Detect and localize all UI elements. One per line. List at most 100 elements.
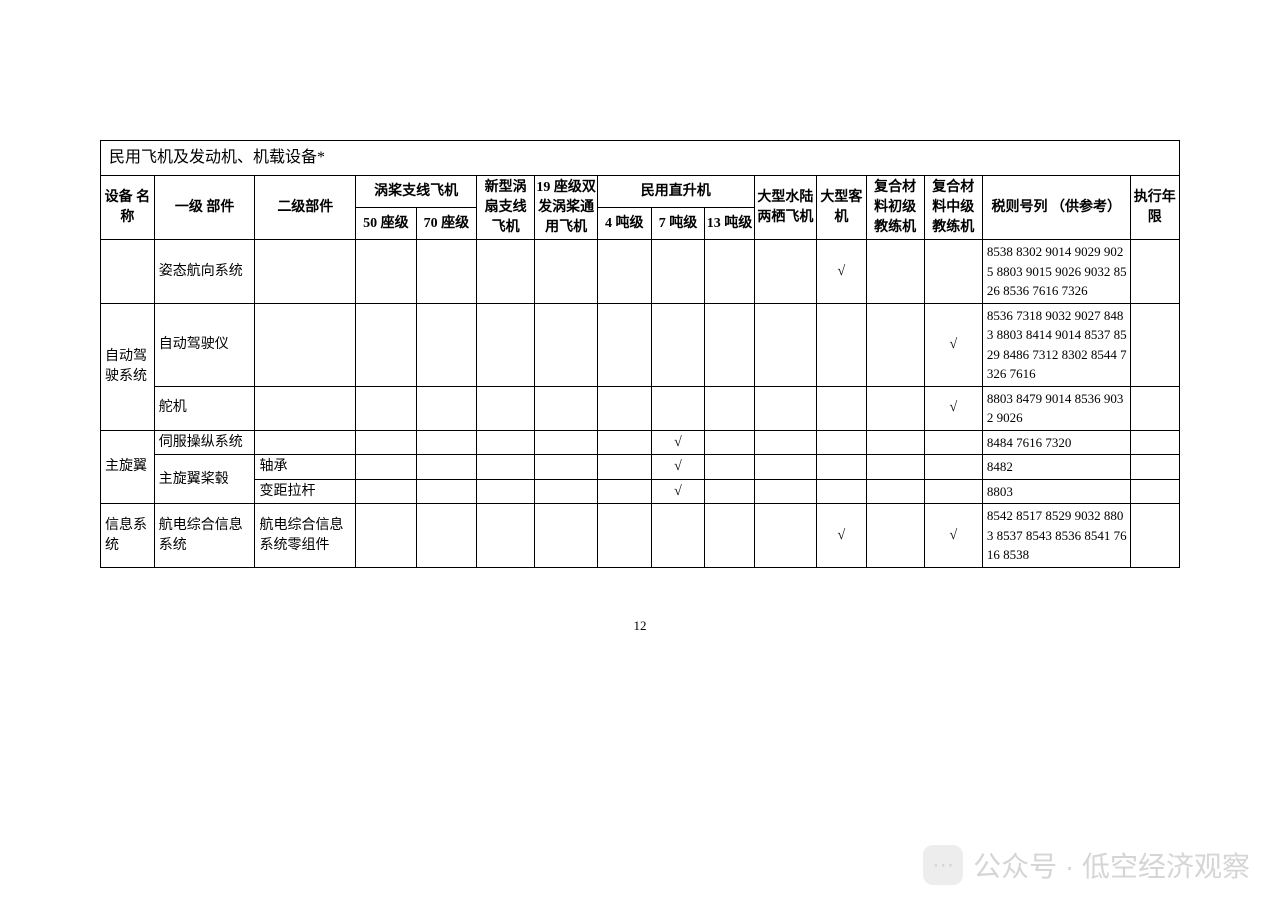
cell-mark — [817, 303, 866, 386]
cell-mark: √ — [924, 386, 982, 430]
cell-mark — [356, 479, 416, 504]
cell-mark — [416, 240, 476, 304]
cell-mark — [535, 455, 598, 480]
cell-mark — [597, 303, 651, 386]
watermark: ⋯ 公众号 · 低空经济观察 — [923, 845, 1250, 885]
wechat-icon: ⋯ — [923, 845, 963, 885]
cell-mark — [866, 240, 924, 304]
cell-tax: 8538 8302 9014 9029 9025 8803 9015 9026 … — [982, 240, 1130, 304]
hdr-heli-group: 民用直升机 — [597, 176, 754, 208]
cell-mark — [416, 504, 476, 568]
cell-level2 — [255, 303, 356, 386]
cell-mark: √ — [651, 479, 705, 504]
cell-mark — [866, 504, 924, 568]
cell-mark — [477, 386, 535, 430]
cell-mark — [535, 430, 598, 455]
cell-mark: √ — [924, 303, 982, 386]
cell-mark — [705, 455, 754, 480]
hdr-amphibious: 大型水陆两栖飞机 — [754, 176, 817, 240]
cell-mark — [416, 386, 476, 430]
cell-tax: 8542 8517 8529 9032 8803 8537 8543 8536 … — [982, 504, 1130, 568]
cell-mark — [356, 303, 416, 386]
cell-mark — [597, 504, 651, 568]
page-number: 12 — [100, 618, 1180, 634]
cell-level2 — [255, 386, 356, 430]
cell-mark — [866, 386, 924, 430]
cell-mark — [754, 455, 817, 480]
cell-year — [1130, 479, 1179, 504]
cell-year — [1130, 430, 1179, 455]
hdr-heli-7t: 7 吨级 — [651, 208, 705, 240]
cell-mark — [924, 430, 982, 455]
hdr-turboprop-50: 50 座级 — [356, 208, 416, 240]
hdr-heli-13t: 13 吨级 — [705, 208, 754, 240]
cell-mark — [866, 479, 924, 504]
cell-level1: 姿态航向系统 — [154, 240, 255, 304]
cell-mark — [651, 303, 705, 386]
hdr-comp-primary: 复合材料初级教练机 — [866, 176, 924, 240]
cell-mark — [866, 303, 924, 386]
cell-mark — [754, 386, 817, 430]
table-title: 民用飞机及发动机、机载设备* — [101, 141, 1180, 176]
cell-mark — [705, 303, 754, 386]
cell-level2: 航电综合信息系统零组件 — [255, 504, 356, 568]
cell-year — [1130, 386, 1179, 430]
cell-mark — [651, 386, 705, 430]
cell-mark — [535, 386, 598, 430]
cell-level1: 伺服操纵系统 — [154, 430, 255, 455]
hdr-level1: 一级 部件 — [154, 176, 255, 240]
cell-mark — [597, 455, 651, 480]
cell-equip: 自动驾驶系统 — [101, 303, 155, 430]
hdr-level2: 二级部件 — [255, 176, 356, 240]
cell-mark: √ — [817, 504, 866, 568]
cell-mark — [477, 303, 535, 386]
cell-mark — [597, 479, 651, 504]
table-row: 自动驾驶系统自动驾驶仪√8536 7318 9032 9027 8483 880… — [101, 303, 1180, 386]
cell-mark — [477, 504, 535, 568]
table-header: 民用飞机及发动机、机载设备* 设备 名称 一级 部件 二级部件 涡桨支线飞机 新… — [101, 141, 1180, 240]
hdr-turboprop-70: 70 座级 — [416, 208, 476, 240]
table-row: 姿态航向系统√8538 8302 9014 9029 9025 8803 901… — [101, 240, 1180, 304]
cell-tax: 8803 — [982, 479, 1130, 504]
cell-mark — [477, 455, 535, 480]
table-row: 主旋翼桨毂轴承√8482 — [101, 455, 1180, 480]
hdr-seat19: 19 座级双发涡桨通用飞机 — [535, 176, 598, 240]
cell-mark — [924, 455, 982, 480]
cell-mark — [754, 303, 817, 386]
cell-mark — [477, 240, 535, 304]
cell-tax: 8484 7616 7320 — [982, 430, 1130, 455]
table-row: 信息系统航电综合信息系统航电综合信息系统零组件√√8542 8517 8529 … — [101, 504, 1180, 568]
cell-mark — [866, 430, 924, 455]
cell-tax: 8536 7318 9032 9027 8483 8803 8414 9014 … — [982, 303, 1130, 386]
cell-mark — [754, 504, 817, 568]
cell-mark — [754, 479, 817, 504]
cell-tax: 8803 8479 9014 8536 9032 9026 — [982, 386, 1130, 430]
table-row: 舵机√8803 8479 9014 8536 9032 9026 — [101, 386, 1180, 430]
cell-mark — [477, 479, 535, 504]
hdr-new-turbofan: 新型涡扇支线飞机 — [477, 176, 535, 240]
cell-mark: √ — [924, 504, 982, 568]
cell-equip — [101, 240, 155, 304]
cell-mark — [356, 430, 416, 455]
cell-mark — [356, 455, 416, 480]
cell-mark — [416, 455, 476, 480]
cell-mark — [754, 430, 817, 455]
cell-mark: √ — [651, 430, 705, 455]
hdr-exec-year: 执行年限 — [1130, 176, 1179, 240]
cell-mark — [866, 455, 924, 480]
cell-mark — [924, 240, 982, 304]
table-body: 姿态航向系统√8538 8302 9014 9029 9025 8803 901… — [101, 240, 1180, 568]
cell-level2 — [255, 240, 356, 304]
cell-mark — [597, 430, 651, 455]
cell-level2: 变距拉杆 — [255, 479, 356, 504]
cell-mark — [651, 504, 705, 568]
cell-level2: 轴承 — [255, 455, 356, 480]
cell-mark — [416, 303, 476, 386]
cell-mark — [356, 386, 416, 430]
hdr-tax-code: 税则号列 （供参考） — [982, 176, 1130, 240]
cell-mark — [817, 455, 866, 480]
cell-level1: 航电综合信息系统 — [154, 504, 255, 568]
cell-mark — [597, 386, 651, 430]
hdr-comp-inter: 复合材料中级教练机 — [924, 176, 982, 240]
cell-mark — [817, 430, 866, 455]
